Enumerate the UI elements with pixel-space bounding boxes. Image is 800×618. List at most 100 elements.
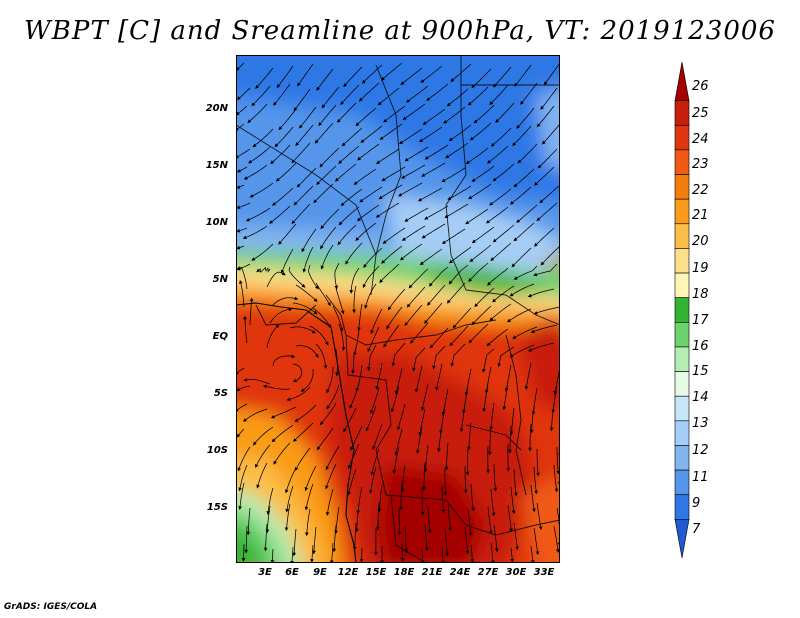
streamline [520, 82, 538, 105]
streamline [444, 442, 449, 471]
streamline [540, 245, 560, 266]
lat-label-5s: 5S [213, 388, 228, 399]
streamline [356, 204, 380, 222]
lat-label-15n: 15N [205, 160, 228, 171]
streamline [443, 467, 448, 496]
streamline [369, 466, 377, 494]
streamline [321, 86, 340, 109]
streamline [381, 245, 403, 264]
streamline [489, 303, 512, 321]
streamline [362, 265, 380, 289]
streamline [379, 123, 403, 140]
lat-label-eq: EQ [212, 331, 228, 342]
streamline [530, 324, 558, 334]
streamline [441, 388, 449, 416]
streamline [417, 187, 443, 202]
colorbar-label: 18 [692, 287, 709, 302]
streamline [251, 243, 274, 261]
streamline [236, 266, 248, 290]
streamline [392, 446, 400, 474]
streamline [292, 302, 318, 315]
lon-label-18e: 18E [393, 567, 415, 578]
streamline [452, 307, 472, 329]
streamline [375, 202, 400, 218]
colorbar-cell [674, 371, 690, 397]
streamline [467, 508, 473, 537]
lat-label-10n: 10N [205, 217, 228, 228]
colorbar-cell [674, 519, 690, 558]
streamline [482, 348, 495, 373]
streamline [343, 66, 363, 88]
streamline [399, 243, 423, 261]
streamline [315, 343, 328, 369]
streamline [506, 308, 532, 323]
streamline [533, 227, 555, 247]
streamline [292, 528, 297, 557]
streamline [335, 348, 339, 377]
streamline [358, 82, 380, 102]
streamline [432, 345, 446, 370]
streamline [376, 148, 400, 165]
streamline [266, 271, 286, 288]
streamline [536, 105, 555, 128]
colorbar-cell [674, 174, 690, 200]
colorbar-label: 16 [692, 339, 709, 354]
streamline [399, 128, 423, 145]
streamline [441, 546, 445, 563]
streamline [242, 225, 268, 240]
streamline [513, 168, 535, 188]
streamline [445, 142, 469, 159]
streamline [536, 449, 540, 477]
streamline [241, 543, 246, 562]
streamline [510, 547, 515, 563]
streamline [418, 408, 426, 436]
streamline [444, 528, 450, 557]
streamline [509, 407, 515, 436]
streamline [441, 167, 466, 183]
streamline [383, 324, 400, 348]
streamline [238, 482, 245, 511]
streamline [533, 166, 555, 186]
streamline [447, 185, 472, 201]
streamline [270, 548, 275, 563]
streamline [414, 365, 423, 393]
streamline [352, 522, 357, 551]
streamline [236, 87, 251, 100]
streamline [312, 307, 332, 329]
streamline [273, 83, 291, 106]
streamline [357, 143, 380, 161]
streamline [245, 207, 271, 222]
colorbar-cell [674, 248, 690, 274]
colorbar-cell [674, 395, 690, 422]
streamline [325, 445, 340, 471]
lat-label-5n: 5N [212, 274, 228, 285]
streamline [402, 103, 426, 121]
streamline [553, 525, 560, 554]
streamline [347, 443, 360, 470]
streamline [256, 266, 271, 273]
streamline [390, 385, 400, 413]
streamline [305, 508, 311, 537]
streamline [401, 164, 426, 179]
streamline [487, 267, 509, 286]
streamline [400, 464, 406, 493]
streamline [340, 188, 363, 207]
streamline [263, 523, 268, 552]
streamline [486, 328, 509, 347]
streamline [316, 427, 334, 451]
streamline [422, 462, 426, 491]
streamline [533, 527, 540, 556]
streamline [502, 382, 509, 411]
streamline [447, 503, 453, 532]
streamline [341, 127, 363, 147]
streamline [484, 366, 492, 395]
streamline [482, 384, 489, 413]
streamline [524, 362, 532, 390]
streamline [509, 283, 535, 297]
streamline [487, 427, 492, 456]
streamline [320, 208, 340, 230]
streamline [376, 502, 380, 531]
streamline [299, 106, 317, 129]
streamline [284, 503, 291, 532]
grads-credit: GrADS: IGES/COLA [4, 602, 98, 612]
